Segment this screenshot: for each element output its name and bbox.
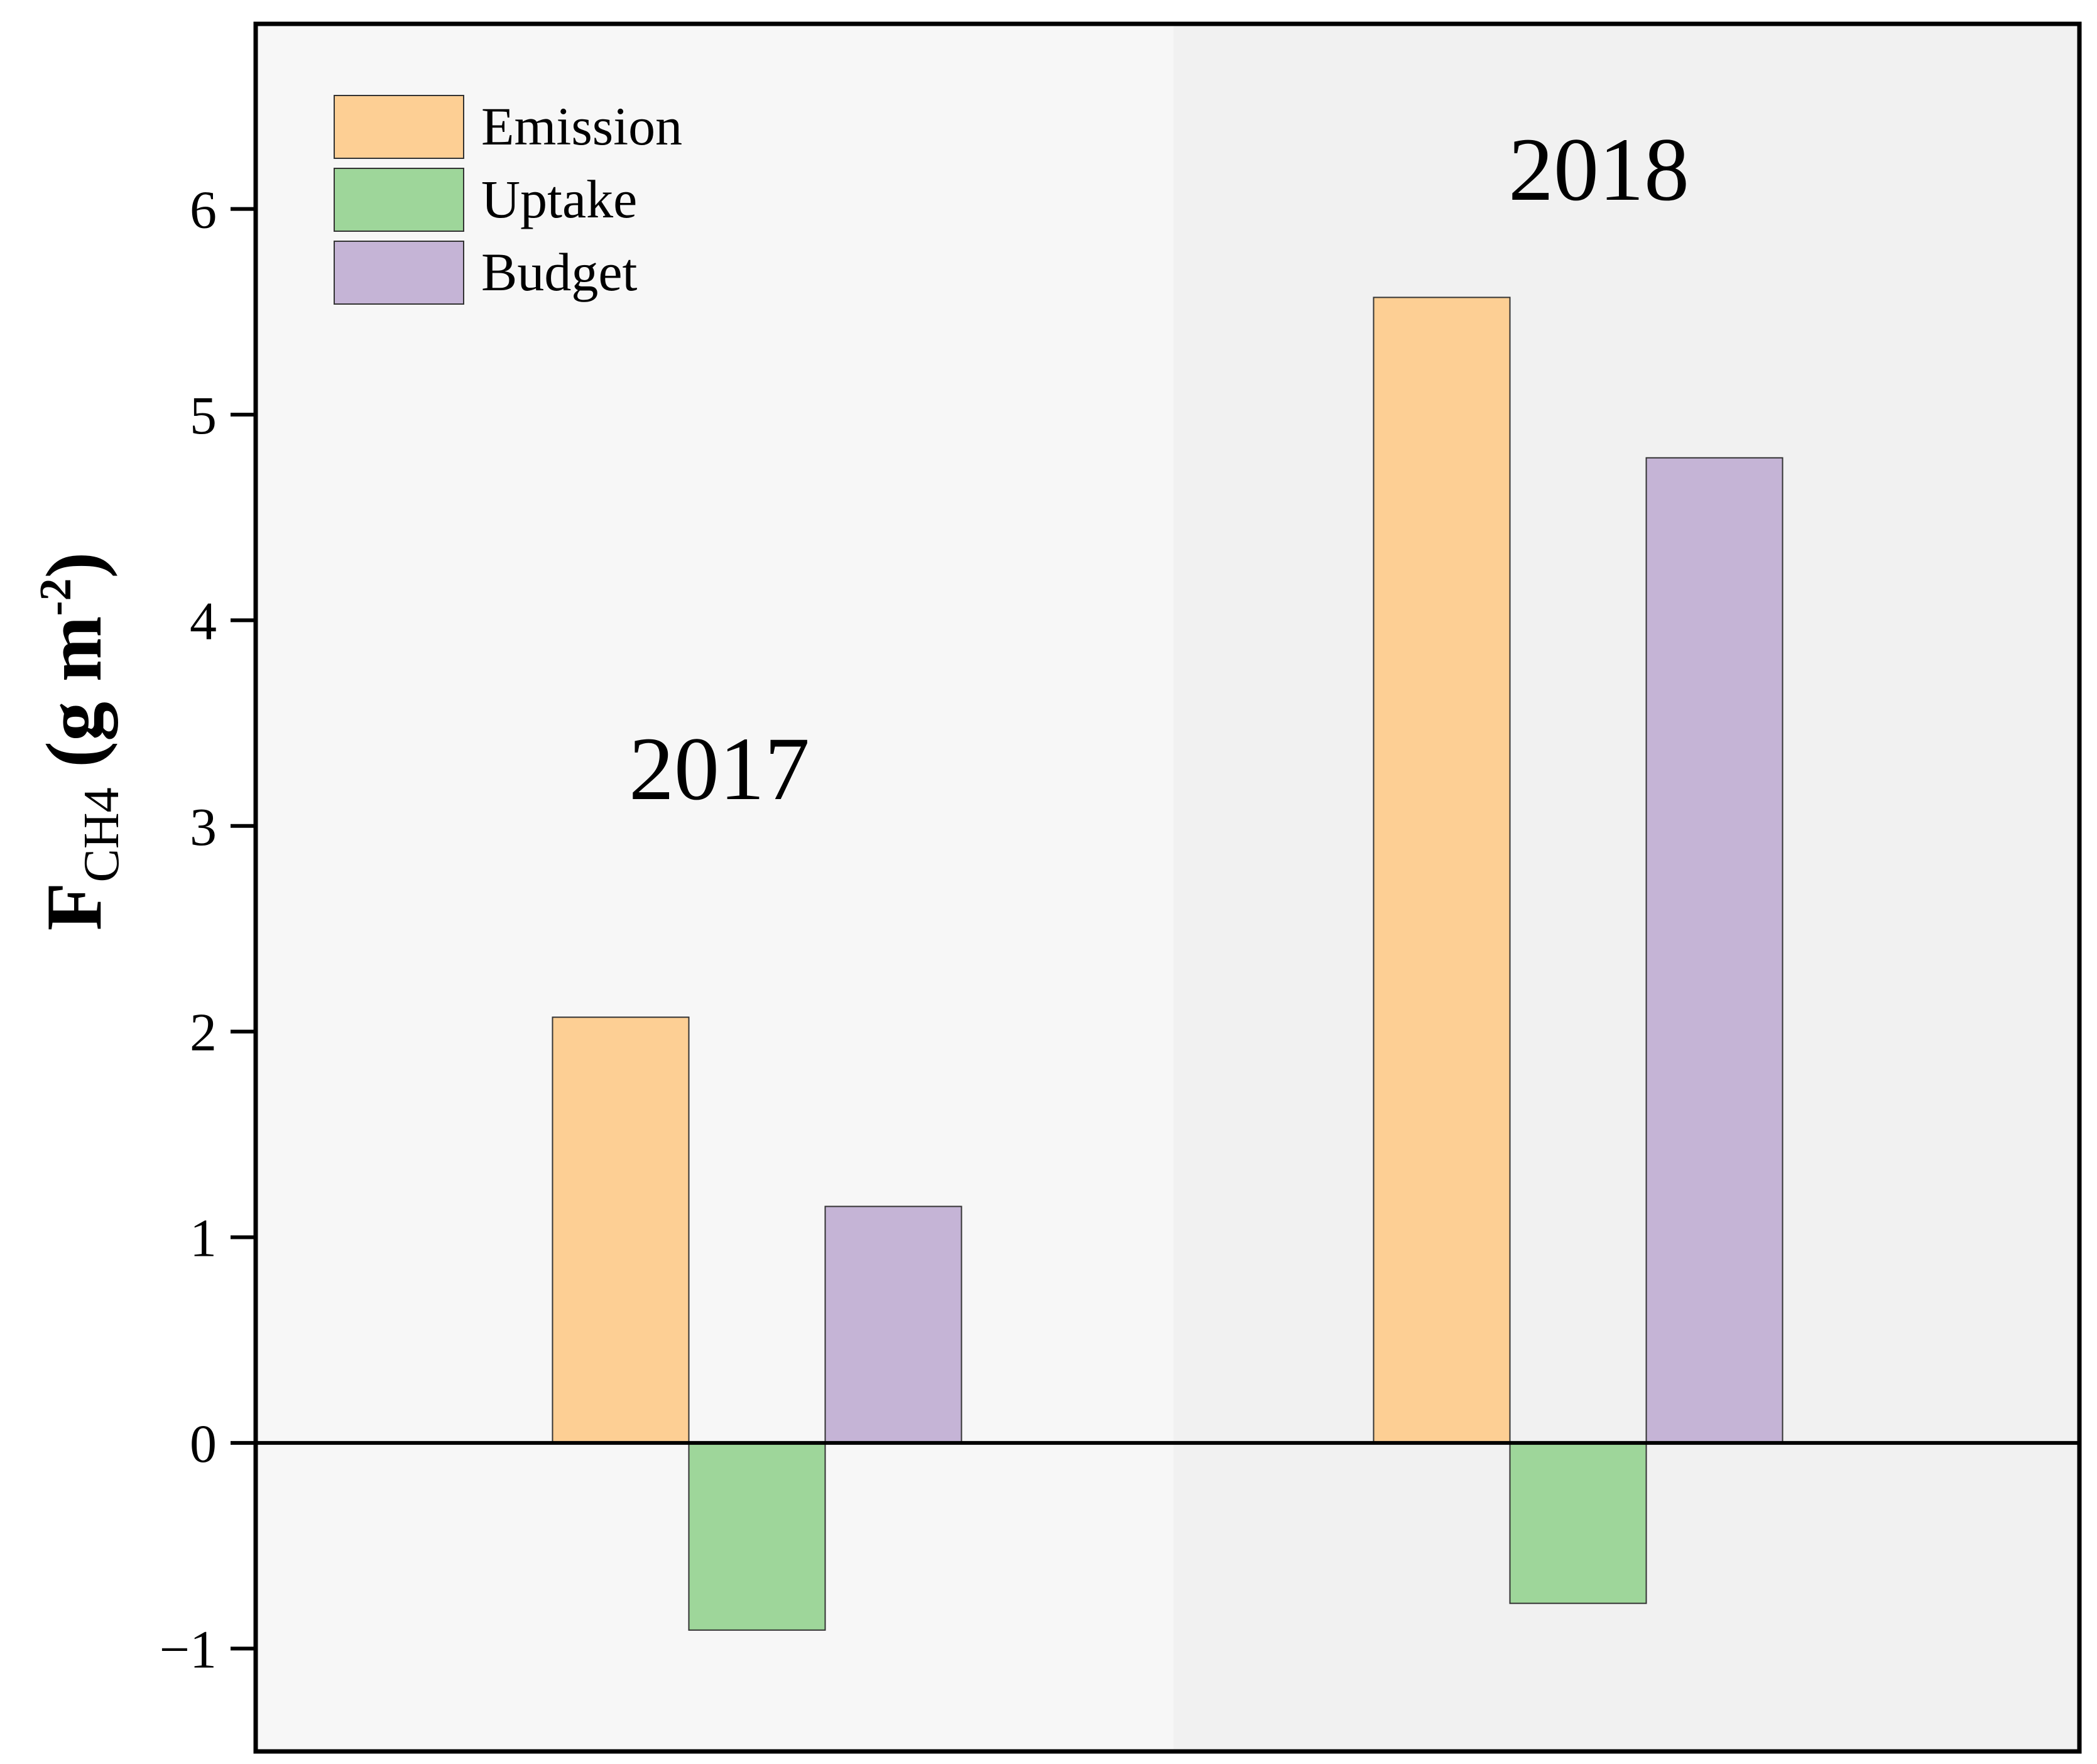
year-label-2017: 2017 [629,719,810,819]
y-tick-label: 2 [190,1002,217,1062]
legend-swatch-emission [334,95,464,159]
y-tick-label: 0 [190,1413,217,1474]
legend-swatch-uptake [334,168,464,232]
y-tick-label: 6 [190,180,217,240]
bar-uptake-2017 [688,1442,826,1631]
plot-frame [253,21,2082,1754]
y-axis-label-main: F [31,883,118,931]
legend-label-budget: Budget [481,242,638,302]
legend: Emission Uptake Budget [334,95,682,305]
y-tick-label: 3 [190,797,217,857]
y-tick-label: 5 [190,385,217,445]
legend-swatch-budget [334,241,464,305]
bar-budget-2017 [824,1206,962,1444]
year-label-2018: 2018 [1508,120,1689,220]
y-axis-label: FCH4 (g m-2) [30,552,129,931]
bar-uptake-2018 [1509,1442,1647,1604]
y-tick-label: 4 [190,591,217,651]
y-axis-label-sub: CH4 [74,787,129,882]
bar-emission-2018 [1373,297,1511,1444]
bar-budget-2018 [1645,457,1784,1444]
legend-label-uptake: Uptake [481,169,637,229]
bar-emission-2017 [552,1016,690,1444]
y-axis-label-unit-open: (g m [31,616,118,787]
y-axis-label-unit-close: ) [31,552,118,579]
y-tick-label: 1 [190,1208,217,1268]
legend-label-emission: Emission [481,96,682,156]
y-axis-label-sup: -2 [30,578,80,616]
y-tick-label: −1 [159,1619,217,1679]
